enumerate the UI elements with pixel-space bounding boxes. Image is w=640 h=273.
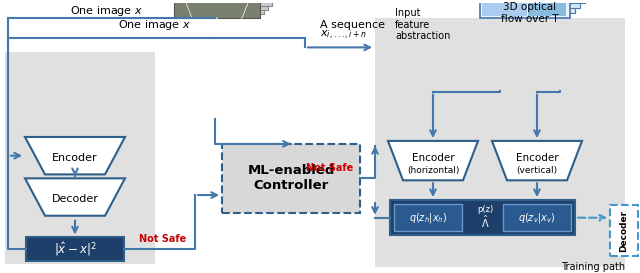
Bar — [175, 0, 260, 18]
Polygon shape — [388, 141, 478, 180]
Text: p(z): p(z) — [477, 205, 493, 214]
Bar — [5, 52, 155, 264]
Text: $q(z_h|x_h)$: $q(z_h|x_h)$ — [409, 211, 447, 225]
Text: $\hat{\Lambda}$: $\hat{\Lambda}$ — [481, 213, 490, 230]
Text: $x_{i,...,i+n}$: $x_{i,...,i+n}$ — [320, 29, 367, 42]
Bar — [503, 204, 571, 232]
Text: One image $x$: One image $x$ — [70, 4, 143, 18]
Bar — [482, 0, 527, 16]
Bar — [394, 204, 462, 232]
Text: $|\hat{x}-x|^2$: $|\hat{x}-x|^2$ — [54, 240, 97, 258]
Text: One image $x$: One image $x$ — [118, 18, 191, 32]
Text: Not Safe: Not Safe — [307, 164, 354, 173]
Bar — [191, 0, 276, 2]
Text: Decoder: Decoder — [52, 194, 99, 204]
Bar — [183, 0, 268, 10]
Text: Encoder: Encoder — [412, 153, 454, 163]
Polygon shape — [492, 141, 582, 180]
Polygon shape — [25, 137, 125, 174]
Text: Input
feature
abstraction: Input feature abstraction — [395, 8, 451, 41]
Bar — [222, 144, 360, 213]
Text: (vertical): (vertical) — [516, 166, 557, 175]
Text: Training path: Training path — [561, 262, 625, 272]
Bar — [485, 0, 575, 13]
Bar — [187, 0, 272, 6]
Bar — [390, 200, 575, 235]
Text: Decoder: Decoder — [620, 209, 628, 251]
Bar — [179, 0, 264, 14]
Bar — [175, 0, 260, 18]
Text: ML-enabled
Controller: ML-enabled Controller — [247, 164, 335, 192]
Bar — [610, 205, 638, 256]
Text: 3D optical
flow over T: 3D optical flow over T — [501, 2, 559, 24]
Bar — [528, 0, 566, 16]
Text: (horizontal): (horizontal) — [407, 166, 459, 175]
Bar — [495, 0, 585, 3]
Text: $q(z_v|x_v)$: $q(z_v|x_v)$ — [518, 211, 556, 225]
Text: A sequence: A sequence — [320, 20, 385, 30]
Bar — [490, 0, 580, 8]
Polygon shape — [25, 178, 125, 216]
Bar — [375, 18, 625, 267]
Text: Encoder: Encoder — [52, 153, 98, 163]
Text: Encoder: Encoder — [516, 153, 558, 163]
Bar — [480, 0, 570, 18]
Bar — [26, 238, 124, 261]
Text: Not Safe: Not Safe — [140, 234, 187, 244]
